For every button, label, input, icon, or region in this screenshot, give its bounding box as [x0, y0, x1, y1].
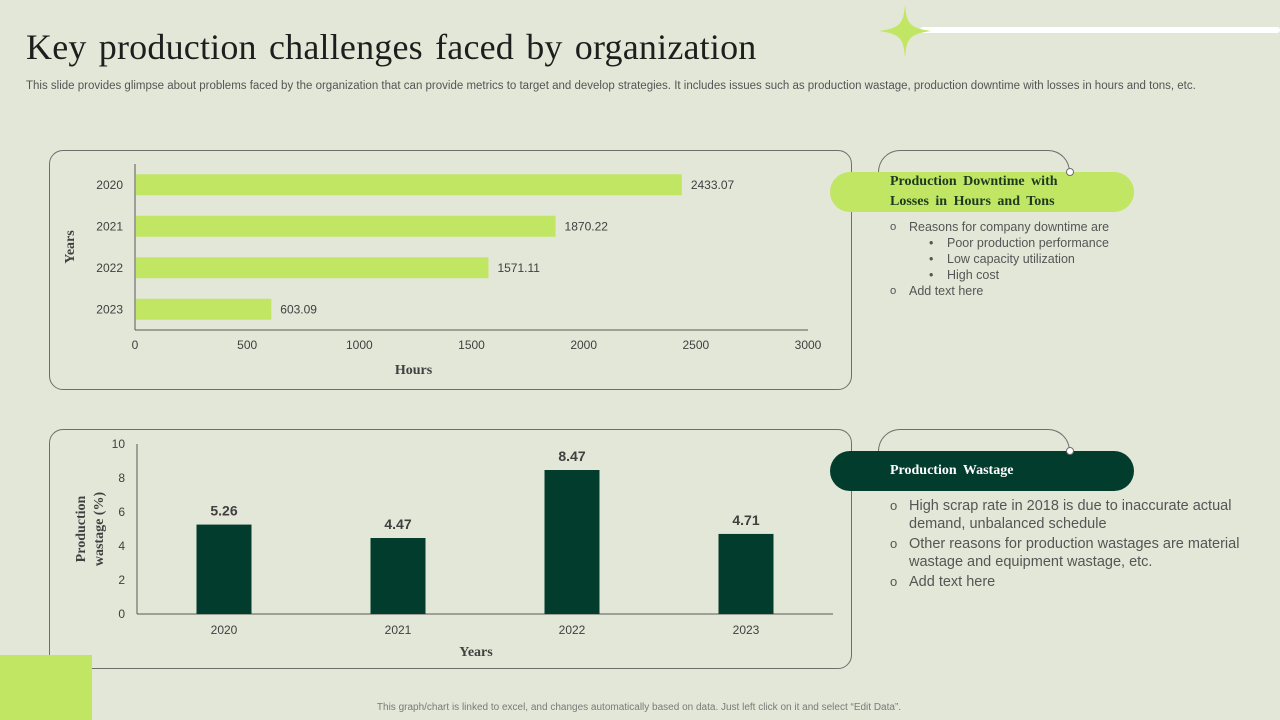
bar: [718, 533, 774, 614]
x-tick-label: 3000: [795, 338, 822, 352]
bar: [136, 298, 272, 320]
y-axis-title-line1: Production: [74, 495, 89, 562]
wastage-heading: Production Wastage: [890, 463, 1014, 478]
wastage-chart-panel: 0 2 4 6 8 10 5.26 2020 4.47 2021 8.47 2022 4.71 2023 Y…: [49, 429, 852, 669]
list-item: Add text here: [890, 283, 1109, 299]
x-tick-label: 2022: [559, 623, 586, 637]
y-tick-label: 2: [118, 573, 125, 587]
y-tick-label: 0: [118, 607, 125, 621]
bar: [136, 257, 489, 279]
x-tick-label: 1000: [346, 338, 373, 352]
bar: [196, 524, 252, 614]
downtime-heading-line2: Losses in Hours and Tons: [890, 194, 1055, 209]
y-tick-label: 2020: [96, 178, 123, 192]
list-item: Poor production performance: [928, 235, 1109, 251]
wastage-notes: High scrap rate in 2018 is due to inaccu…: [890, 497, 1250, 593]
wastage-percent-chart[interactable]: 0 2 4 6 8 10 5.26 2020 4.47 2021 8.47 2022 4.71 2023 Y…: [50, 430, 851, 668]
data-label: 4.47: [384, 516, 411, 532]
data-label: 8.47: [558, 448, 585, 464]
y-tick-label: 4: [118, 539, 125, 553]
x-axis-title: Years: [459, 645, 493, 660]
decorative-line: [920, 27, 1280, 33]
downtime-notes: Reasons for company downtime are Poor pr…: [890, 219, 1109, 299]
x-tick-label: 2020: [211, 623, 238, 637]
downtime-hours-chart[interactable]: 2020 2433.07 2021 1870.22 2022 1571.11 2023 603…: [50, 151, 851, 389]
y-tick-label: 2021: [96, 219, 123, 233]
list-item: High cost: [928, 267, 1109, 283]
y-tick-label: 2022: [96, 261, 123, 275]
bar: [544, 470, 600, 614]
list-item: High scrap rate in 2018 is due to inaccu…: [890, 497, 1250, 533]
y-tick-label: 2023: [96, 302, 123, 316]
y-axis-title-line2: wastage (%): [92, 492, 107, 567]
list-item: Low capacity utilization: [928, 251, 1109, 267]
list-item: Other reasons for production wastages ar…: [890, 535, 1250, 571]
y-tick-label: 10: [112, 437, 126, 451]
data-label: 2433.07: [691, 178, 735, 192]
sparkle-star-icon: [879, 4, 931, 58]
y-axis-title: Years: [63, 230, 78, 264]
x-tick-label: 2000: [570, 338, 597, 352]
bar: [136, 174, 682, 196]
data-label: 1571.11: [497, 261, 540, 275]
x-tick-label: 2500: [682, 338, 709, 352]
list-item: Reasons for company downtime are Poor pr…: [890, 219, 1109, 283]
x-tick-label: 2023: [733, 623, 760, 637]
bar: [370, 538, 426, 614]
downtime-heading-pill: Production Downtime with Losses in Hours…: [830, 172, 1134, 212]
downtime-reasons-list: Poor production performance Low capacity…: [909, 235, 1109, 283]
page-subtitle: This slide provides glimpse about proble…: [26, 80, 1196, 92]
x-tick-label: 500: [237, 338, 257, 352]
page-title: Key production challenges faced by organ…: [26, 27, 757, 67]
x-tick-label: 2021: [385, 623, 412, 637]
connector-dot: [1066, 168, 1074, 176]
corner-accent: [0, 655, 92, 720]
list-item: Add text here: [890, 573, 1250, 591]
downtime-heading-line1: Production Downtime with: [890, 174, 1058, 189]
data-label: 1870.22: [565, 219, 609, 233]
x-axis-title: Hours: [395, 363, 433, 378]
y-tick-label: 8: [118, 471, 125, 485]
bar: [136, 215, 556, 237]
connector-dot: [1066, 447, 1074, 455]
data-label: 5.26: [210, 503, 237, 519]
data-label: 603.09: [280, 302, 317, 316]
wastage-heading-pill: Production Wastage: [830, 451, 1134, 491]
data-label: 4.71: [732, 512, 759, 528]
x-tick-label: 0: [132, 338, 139, 352]
x-tick-label: 1500: [458, 338, 485, 352]
downtime-reasons-intro: Reasons for company downtime are: [909, 220, 1110, 234]
y-tick-label: 6: [118, 505, 125, 519]
footer-note: This graph/chart is linked to excel, and…: [376, 702, 902, 713]
downtime-chart-panel: 2020 2433.07 2021 1870.22 2022 1571.11 2023 603…: [49, 150, 852, 390]
